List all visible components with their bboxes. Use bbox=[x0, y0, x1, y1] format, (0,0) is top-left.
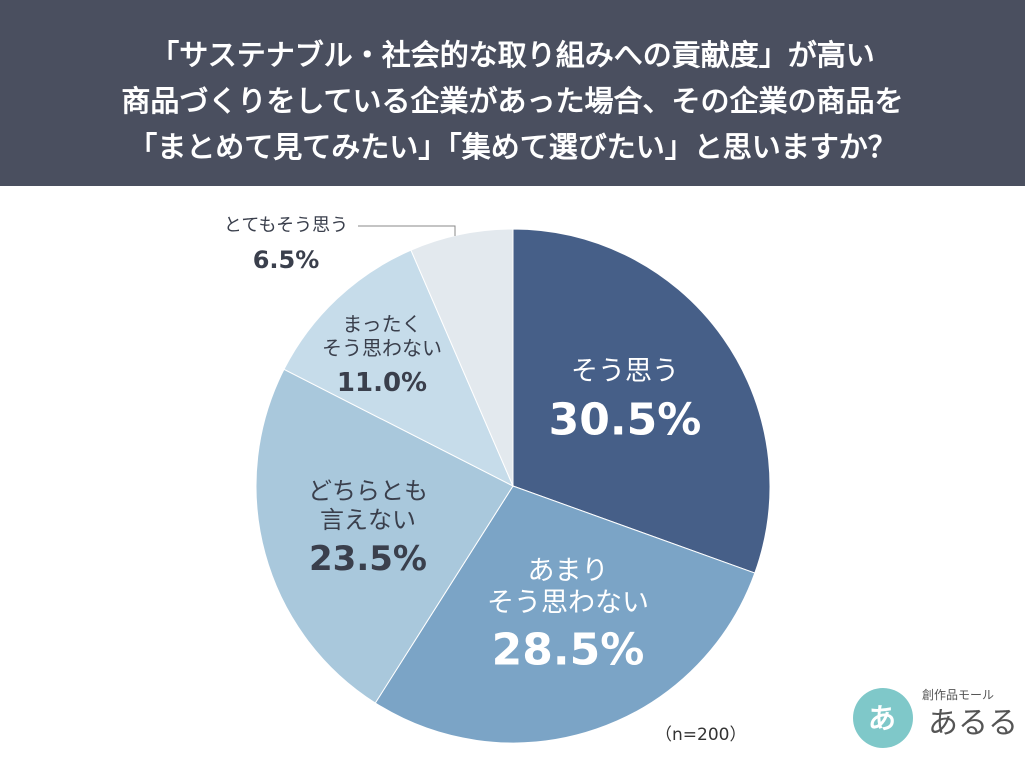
leader-line bbox=[358, 225, 456, 236]
logo-mark-bg bbox=[853, 688, 913, 748]
pie-slice bbox=[283, 249, 515, 488]
slice-label: どちらとも 言えない bbox=[308, 477, 428, 534]
header: 「サステナブル・社会的な取り組みへの貢献度」が高い 商品づくりをしている企業があ… bbox=[0, 0, 1025, 186]
title-line: 「まとめて見てみたい」「集めて選びたい」と思いますか？ bbox=[128, 130, 897, 164]
pie-slice bbox=[410, 228, 514, 487]
note: （n=200） bbox=[655, 725, 747, 745]
value-label: 28.5% bbox=[491, 624, 645, 676]
title-line: 商品づくりをしている企業があった場合、その企業の商品を bbox=[121, 84, 904, 118]
slice-label: そう思う bbox=[571, 355, 679, 387]
value-label: 11.0% bbox=[336, 368, 428, 398]
slice-label: まったく そう思わない bbox=[322, 312, 442, 360]
logo-mark: あ bbox=[868, 702, 896, 735]
title-line: 「サステナブル・社会的な取り組みへの貢献度」が高い bbox=[150, 38, 875, 72]
value-label: 6.5% bbox=[252, 246, 320, 274]
slice-label: とてもそう思う bbox=[223, 215, 349, 237]
pie-slice bbox=[374, 485, 756, 744]
pie-slice bbox=[512, 228, 771, 574]
value-label: 30.5% bbox=[548, 394, 702, 446]
slice-label: あまり そう思わない bbox=[487, 555, 649, 619]
value-label: 23.5% bbox=[309, 539, 427, 579]
logo-tagline: 創作品モール bbox=[922, 688, 994, 702]
logo-name: あるる bbox=[928, 706, 1018, 741]
pie-slice bbox=[255, 368, 514, 704]
